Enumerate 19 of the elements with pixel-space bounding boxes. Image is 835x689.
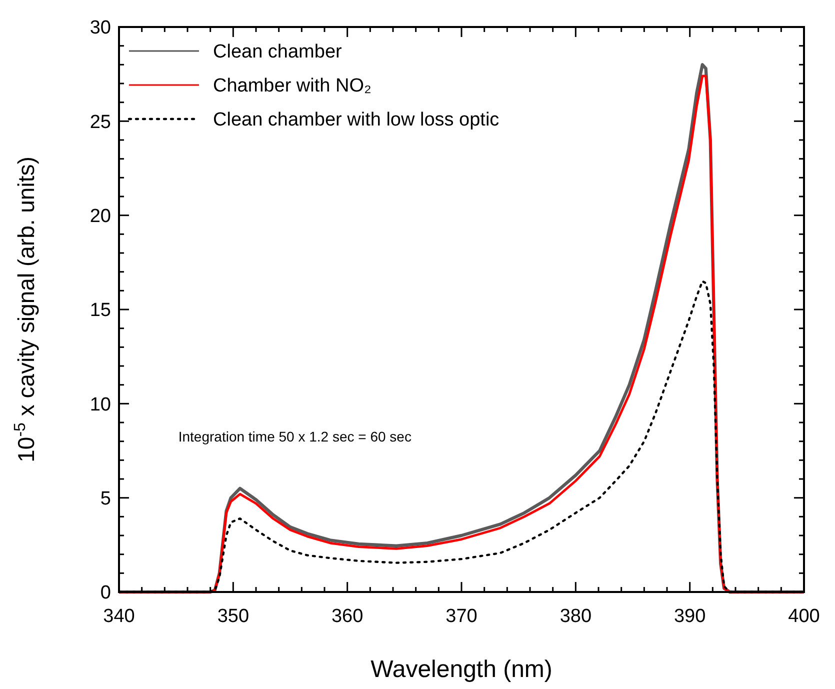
x-tick-label: 350: [217, 606, 250, 627]
x-tick-label: 390: [674, 606, 706, 627]
y-tick-label: 25: [90, 112, 111, 133]
legend-label: Chamber with NO₂: [213, 76, 372, 97]
y-tick-label: 0: [100, 582, 111, 604]
y-tick-label: 20: [90, 206, 111, 227]
x-tick-label: 400: [788, 606, 820, 627]
x-tick-label: 370: [446, 606, 478, 627]
x-tick-label: 380: [560, 606, 592, 627]
legend-label: Clean chamber with low loss optic: [213, 110, 500, 131]
x-tick-label: 360: [331, 606, 364, 627]
annotation: Integration time 50 x 1.2 sec = 60 sec: [178, 428, 412, 444]
legend-label: Clean chamber: [213, 42, 343, 63]
x-tick-label: 340: [103, 606, 135, 627]
y-tick-label: 10: [90, 394, 111, 416]
y-tick-label: 30: [90, 18, 111, 39]
y-tick-label: 5: [100, 488, 111, 510]
x-axis-title: Wavelength (nm): [370, 656, 552, 683]
y-tick-label: 15: [90, 300, 111, 322]
